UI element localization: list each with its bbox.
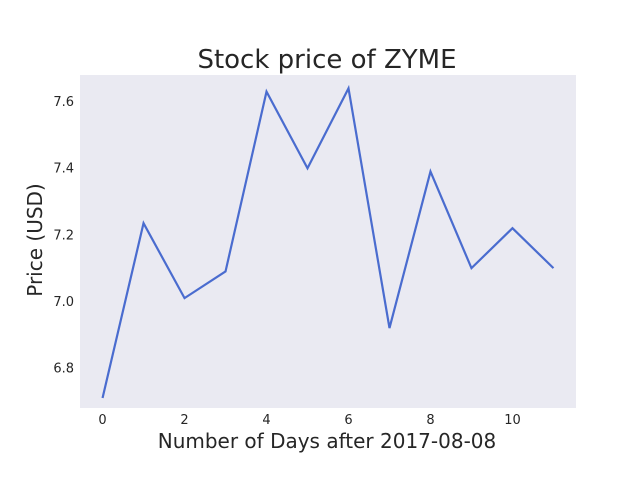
y-tick-label: 6.8 <box>53 362 74 377</box>
x-axis-ticks: 0 2 4 6 8 10 <box>98 413 520 428</box>
y-tick-label: 7.6 <box>53 95 74 110</box>
y-tick-label: 7.2 <box>53 228 74 243</box>
y-axis-label: Price (USD) <box>23 183 47 297</box>
price-series <box>101 84 555 399</box>
x-tick-label: 10 <box>504 413 521 428</box>
x-tick-label: 2 <box>180 413 188 428</box>
x-tick-label: 8 <box>426 413 434 428</box>
x-tick-label: 6 <box>344 413 352 428</box>
y-tick-label: 7.0 <box>53 295 74 310</box>
x-tick-label: 4 <box>262 413 270 428</box>
x-tick-label: 0 <box>98 413 106 428</box>
series-line <box>101 84 555 399</box>
y-axis-ticks: 6.8 7.0 7.2 7.4 7.6 <box>53 95 74 376</box>
y-tick-label: 7.4 <box>53 162 74 177</box>
x-axis-label: Number of Days after 2017-08-08 <box>158 429 497 453</box>
chart-title: Stock price of ZYME <box>197 45 456 75</box>
